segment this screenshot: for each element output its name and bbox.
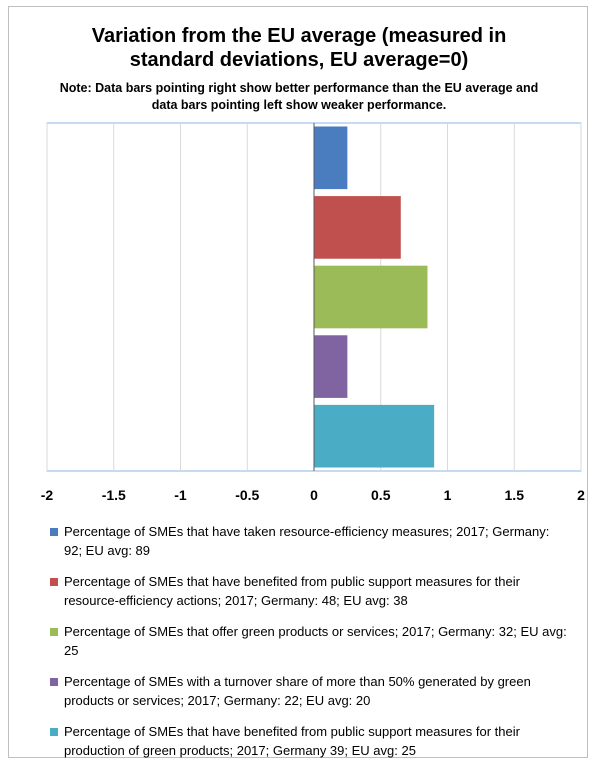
legend-item: Percentage of SMEs that have benefited f… bbox=[50, 572, 570, 610]
x-tick-label: -0.5 bbox=[235, 487, 259, 503]
x-tick-label: 2 bbox=[577, 487, 585, 503]
bar-chart: -2 -1.5 -1 -0.5 0 0.5 1 1.5 2 bbox=[41, 122, 585, 503]
legend-label: Percentage of SMEs that offer green prod… bbox=[64, 624, 567, 658]
legend-label: Percentage of SMEs that have benefited f… bbox=[64, 574, 520, 608]
chart-legend: Percentage of SMEs that have taken resou… bbox=[50, 522, 570, 772]
chart-frame bbox=[8, 6, 588, 758]
legend-item: Percentage of SMEs with a turnover share… bbox=[50, 672, 570, 710]
legend-item: Percentage of SMEs that have benefited f… bbox=[50, 722, 570, 760]
x-tick-label: 1.5 bbox=[505, 487, 525, 503]
legend-item: Percentage of SMEs that have taken resou… bbox=[50, 522, 570, 560]
chart-subtitle-text: Note: Data bars pointing right show bett… bbox=[59, 81, 539, 112]
bar bbox=[314, 265, 428, 329]
bar bbox=[314, 404, 435, 468]
legend-swatch bbox=[50, 728, 58, 736]
x-tick-label: 0 bbox=[310, 487, 318, 503]
x-tick-label: -1.5 bbox=[102, 487, 126, 503]
chart-title-text: Variation from the EU average (measured … bbox=[91, 25, 507, 71]
legend-swatch bbox=[50, 628, 58, 636]
legend-item: Percentage of SMEs that offer green prod… bbox=[50, 622, 570, 660]
legend-label: Percentage of SMEs that have taken resou… bbox=[64, 524, 550, 558]
chart-title: Variation from the EU average (measured … bbox=[0, 24, 598, 72]
x-tick-label: -1 bbox=[174, 487, 187, 503]
bar bbox=[314, 196, 401, 259]
legend-swatch bbox=[50, 578, 58, 586]
legend-swatch bbox=[50, 528, 58, 536]
x-tick-label: -2 bbox=[41, 487, 54, 503]
bar bbox=[314, 126, 348, 190]
legend-label: Percentage of SMEs that have benefited f… bbox=[64, 724, 520, 758]
x-tick-label: 1 bbox=[444, 487, 452, 503]
legend-label: Percentage of SMEs with a turnover share… bbox=[64, 674, 531, 708]
legend-swatch bbox=[50, 678, 58, 686]
chart-subtitle: Note: Data bars pointing right show bett… bbox=[0, 80, 598, 114]
x-tick-label: 0.5 bbox=[371, 487, 391, 503]
bar bbox=[314, 335, 348, 398]
